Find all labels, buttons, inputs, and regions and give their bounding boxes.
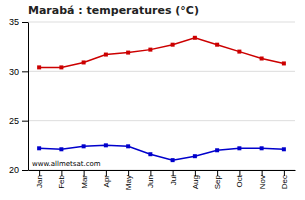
marker [215,43,219,47]
x-tick-label: Jun [146,175,155,188]
marker [237,146,241,150]
marker [126,144,130,148]
title: Marabá : temperatures (°C) [28,4,199,17]
y-tick: 35 [9,17,28,27]
y-tick: 25 [9,116,28,126]
y-tick-label: 25 [9,116,19,126]
x-tick: Aug [191,170,200,189]
x-tick-label: Jan [35,175,44,188]
marker [59,65,63,69]
y-tick-label: 35 [9,17,19,27]
y-tick-mark [22,71,28,72]
marker [282,61,286,65]
x-tick-label: Jul [169,175,178,185]
y-axis-line [28,23,29,171]
line [39,38,284,68]
marks [37,36,286,162]
x-tick-label: Apr [102,175,111,188]
marker [82,60,86,64]
x-tick: Dec [280,170,289,189]
x-tick-label: Sep [213,174,222,189]
marker [148,152,152,156]
x-tick: Sep [213,170,222,189]
marker [193,154,197,158]
x-tick: Jun [146,170,155,188]
y-tick: 30 [9,67,28,77]
markers [37,36,286,70]
x-tick-label: Mar [80,175,89,189]
x-tick: Jan [35,170,44,188]
x-axis-line [29,170,296,171]
marker [260,146,264,150]
annotation-background [31,159,102,169]
y-tick-label: 30 [9,67,19,77]
x-tick: Apr [102,170,111,187]
marker [171,158,175,162]
marker [126,51,130,55]
marker [171,43,175,47]
marker [260,57,264,61]
x-tick-label: May [124,175,133,190]
marker [193,36,197,40]
plot: 20 25 30 35 Jan Feb Mar Apr May Jun Jul Aug Sep Oct No… [9,17,296,190]
chart: Marabá : temperatures (°C) 20 25 30 35 Jan Feb… [0,0,305,200]
x-tick-label: Aug [191,175,200,189]
marker [104,53,108,57]
marker [282,147,286,151]
x-tick: May [124,170,133,190]
x-tick: Nov [258,170,267,189]
line [39,145,284,160]
grid-line [28,170,295,171]
y-tick-mark [22,121,28,122]
grid-line [28,71,295,72]
grid [28,22,295,170]
x-tick: Jul [169,170,178,185]
y-axis: 20 25 30 35 [9,17,29,175]
x-tick-label: Feb [57,174,66,188]
marker [215,148,219,152]
x-tick-label: Oct [235,174,244,187]
x-tick: Mar [80,170,89,189]
marker [59,147,63,151]
annotation-text: www.allmetsat.com [32,160,101,168]
y-tick-mark [22,22,28,23]
marker [37,65,41,69]
y-tick-mark [22,170,28,171]
grid-line [28,22,295,23]
x-tick: Oct [235,170,244,187]
x-tick: Feb [57,170,66,189]
x-axis: Jan Feb Mar Apr May Jun Jul Aug Sep Oct Nov Dec [29,170,296,190]
x-tick-label: Nov [258,175,267,189]
marker [82,144,86,148]
y-tick: 20 [9,165,28,175]
annotation: www.allmetsat.com [31,159,102,169]
y-tick-label: 20 [9,165,19,175]
marker [104,143,108,147]
grid-line [28,120,295,121]
marker [237,50,241,54]
marker [148,48,152,52]
x-tick-label: Dec [280,175,289,189]
marker [37,146,41,150]
